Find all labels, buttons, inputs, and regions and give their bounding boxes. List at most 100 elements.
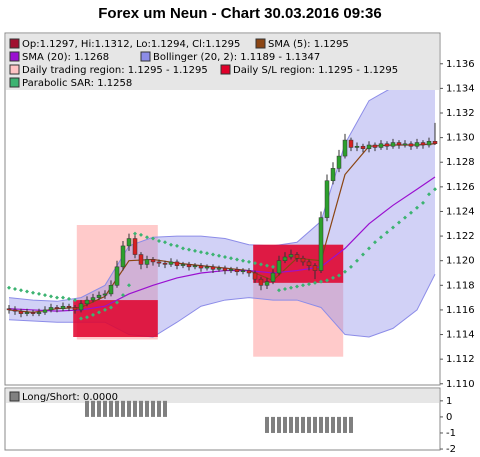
candle-body [48,307,54,311]
bar [145,400,149,417]
candle-body [420,142,426,146]
y-tick-label: 1.130 [446,133,475,144]
bar [115,400,119,417]
sar-dot [361,252,365,257]
bar [337,416,341,433]
candle-body [276,260,282,274]
candle-body [378,143,384,148]
legend-swatch [9,64,20,75]
sar-dot [259,262,263,267]
y-tick-label: 1.122 [446,231,475,242]
candle-body [318,217,324,271]
legend-label: Op:1.1297, Hi:1.1312, Lo:1.1294, Cl:1.12… [22,39,240,50]
bar [343,416,347,433]
candle-body [72,307,78,311]
sar-dot [37,291,41,296]
bar [313,416,317,433]
candle-body [228,269,234,271]
candle-body [84,299,90,305]
candle-body [288,254,294,258]
candle-body [324,180,330,218]
sar-dot [127,283,131,288]
candle-body [114,266,120,286]
candle-body [126,238,132,247]
bar [109,400,113,417]
sar-dot [31,290,35,295]
bar [121,400,125,417]
sar-dot [67,296,71,301]
sar-dot [97,310,101,315]
bar [307,416,311,433]
candle-body [192,265,198,268]
sar-dot [301,283,305,288]
candle-body [174,261,180,266]
sar-dot [229,256,233,261]
sar-dot [55,295,59,300]
candle-body [282,256,288,261]
bar [325,416,329,433]
sar-dot [211,252,215,257]
candle-body [366,144,372,149]
candle-body [150,259,156,263]
sar-dot [289,285,293,290]
y-tick-label: 1.124 [446,206,475,217]
sar-dot [205,251,209,256]
legend-background [6,389,439,403]
legend-label: SMA (5): 1.1295 [268,39,349,50]
indicator-area: 1 0 -1 -2 [85,396,456,455]
sar-dot [385,230,389,235]
sar-dot [265,263,269,268]
candle-body [426,141,432,146]
candle-body [42,309,48,313]
bar [157,400,161,417]
candle-body [6,308,12,311]
sar-dot [151,236,155,241]
sar-dot [157,239,161,243]
sar-dot [43,293,47,298]
candle-body [144,259,150,265]
sar-dot [115,300,119,305]
y-tick-label: 1.112 [446,354,475,365]
sar-dot [133,231,137,236]
bar [331,416,335,433]
candle-body [108,285,114,295]
sar-dot [223,255,227,259]
candle-body [54,307,60,309]
candle-body [246,270,252,274]
bar [319,416,323,433]
y-tick-label: 1.136 [446,59,475,70]
sar-dot [295,284,299,289]
candle-body [348,139,354,148]
candle-body [96,294,102,298]
candle-body [354,145,360,148]
candle-body [120,245,126,268]
sar-dot [139,232,143,237]
sar-dot [169,242,173,247]
candle-body [360,145,366,149]
legend-swatch [9,38,20,49]
y-tick-label: 1.118 [446,280,475,291]
sar-dot [73,298,77,303]
sar-dot [313,280,317,285]
candle-body [162,262,168,265]
candle-body [60,305,66,309]
candle-body [408,143,414,147]
sar-dot [271,264,275,269]
bar [139,400,143,417]
legend-swatch [255,38,266,49]
candle-body [240,270,246,273]
candle-body [66,305,72,308]
bar [301,416,305,433]
sar-dot [121,293,125,298]
bar [283,416,287,433]
legend: Op:1.1297, Hi:1.1312, Lo:1.1294, Cl:1.12… [6,34,439,90]
y-tick-label: 1.116 [446,305,475,316]
candle-body [30,312,36,314]
candle-body [342,139,348,157]
candle-body [156,261,162,264]
sar-dot [433,187,437,192]
legend-label: SMA (20): 1.1268 [22,52,109,63]
candle-body [138,254,144,265]
y-tick-label: 1 [446,396,452,407]
